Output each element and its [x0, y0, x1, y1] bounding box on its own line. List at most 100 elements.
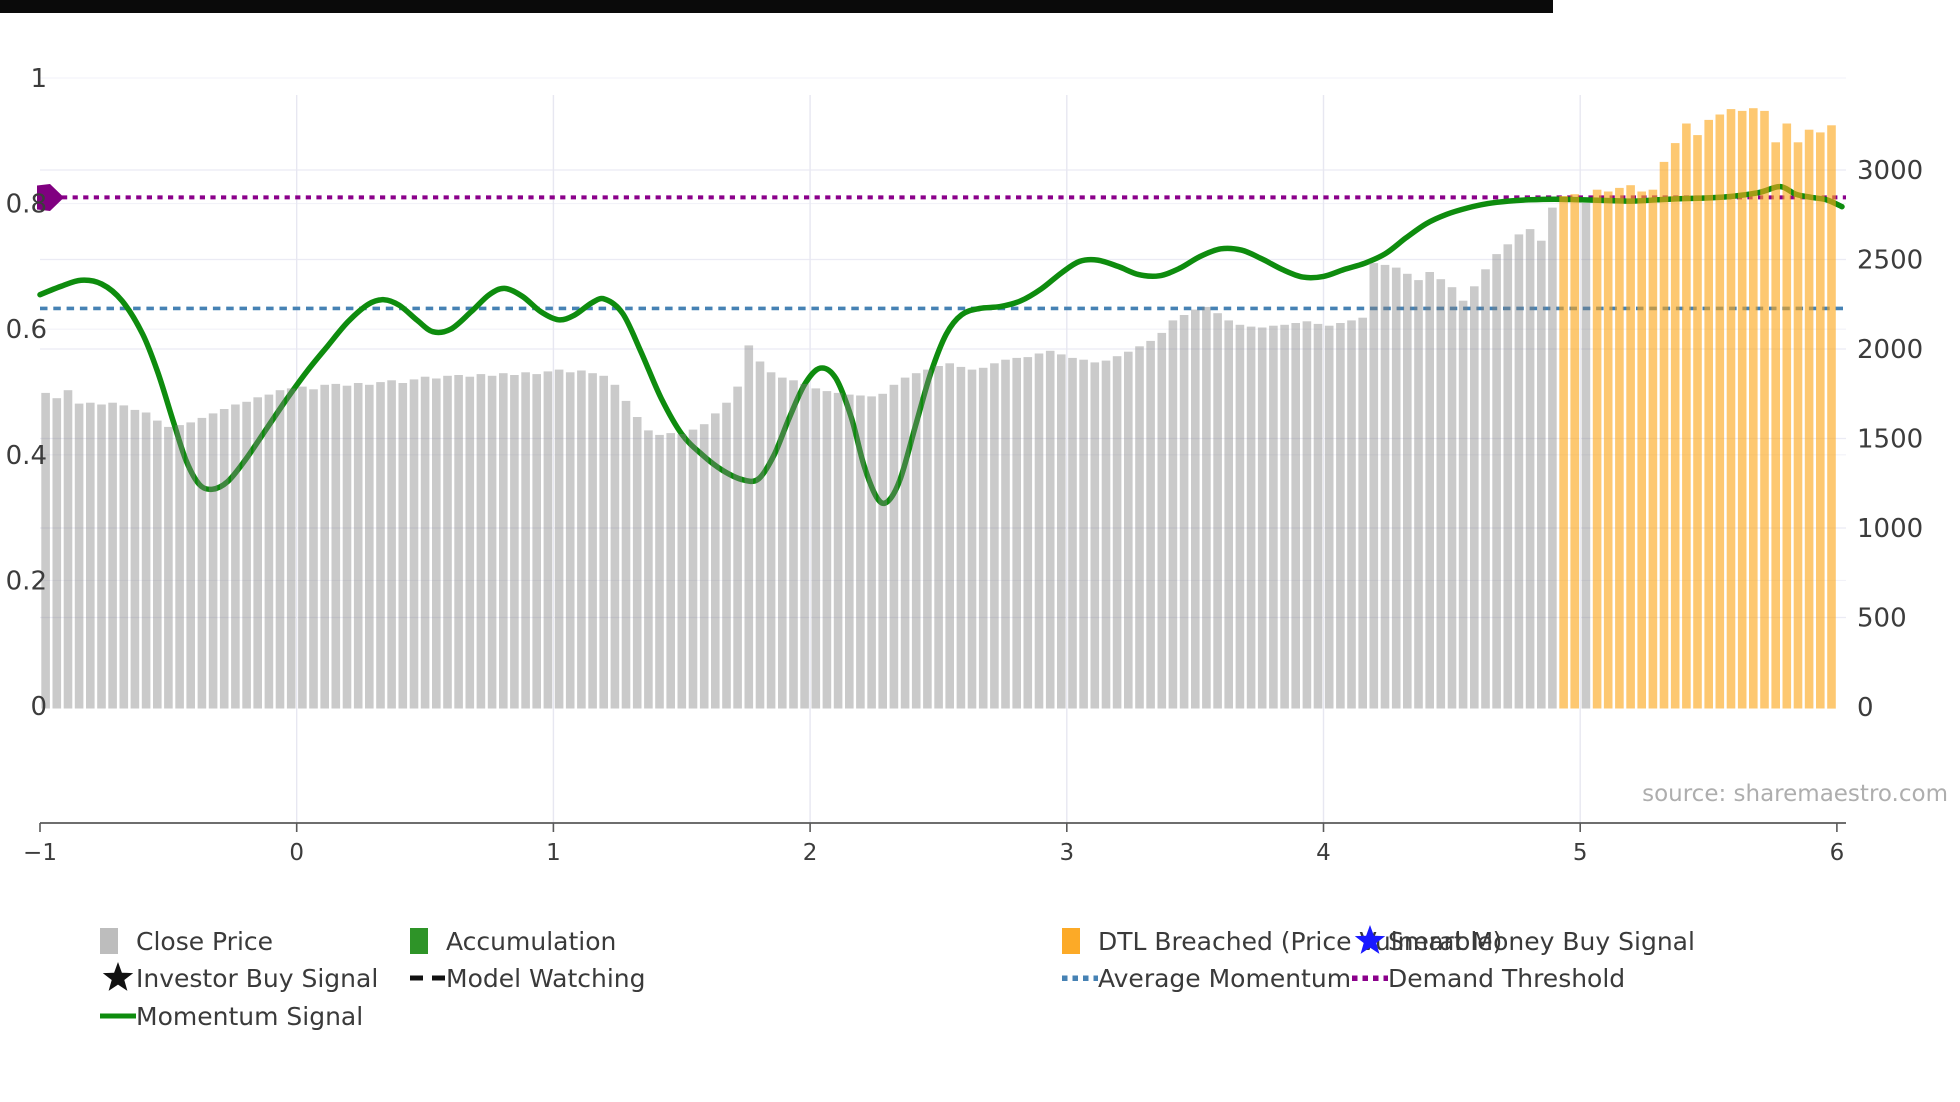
dtl-breached-swatch-icon: [1062, 928, 1098, 954]
close-price-bar: [97, 404, 106, 709]
legend-label: Momentum Signal: [136, 1001, 364, 1031]
legend-label: Investor Buy Signal: [136, 963, 379, 993]
dtl-breached-bar: [1603, 191, 1613, 709]
close-price-bar: [510, 375, 519, 709]
close-price-bar: [1548, 207, 1557, 709]
close-price-bar: [253, 397, 262, 709]
x-axis-tick-label: 2: [803, 840, 818, 866]
dtl-breached-bar: [1659, 161, 1669, 709]
close-price-bar: [1168, 320, 1178, 709]
dtl-breached-bar: [1771, 142, 1780, 709]
close-price-bar: [1380, 264, 1390, 709]
close-price-bar: [197, 417, 207, 709]
left-axis-tick-label: 0.8: [6, 190, 47, 220]
legend-label: Smart Money Buy Signal: [1388, 926, 1695, 956]
close-price-bar: [845, 394, 854, 709]
close-price-bar: [487, 375, 497, 709]
close-price-bar: [465, 376, 475, 709]
close-price-bar: [74, 403, 84, 709]
close-price-bar: [543, 371, 553, 709]
dtl-breached-bar: [1670, 143, 1680, 709]
close-price-bar: [722, 402, 731, 709]
close-price-bar: [666, 433, 675, 709]
close-price-bar: [833, 392, 843, 709]
close-price-bar: [409, 379, 419, 709]
close-price-bar: [1302, 321, 1312, 709]
close-price-bar: [565, 372, 575, 709]
close-price-bar: [331, 383, 341, 709]
right-axis-tick-label: 1000: [1857, 514, 1923, 544]
close-price-bar: [990, 363, 999, 709]
close-price-bar: [1269, 325, 1278, 709]
x-axis-tick-label: 1: [546, 840, 561, 866]
dtl-breached-bar: [1626, 185, 1635, 709]
legend-item-dtl-breached: DTL Breached (Price Vulnerable): [1062, 924, 1502, 958]
legend-item-smart-money-buy-signal: Smart Money Buy Signal: [1352, 924, 1695, 958]
close-price-bar: [1012, 357, 1021, 709]
close-price-bar: [1291, 323, 1300, 709]
close-price-bar: [554, 369, 564, 709]
close-price-bar: [1079, 359, 1088, 709]
left-axis-tick-label: 0.2: [6, 566, 47, 596]
close-price-bar: [1157, 332, 1167, 709]
close-price-bar: [242, 401, 251, 709]
legend-label: Accumulation: [446, 926, 617, 956]
close-price-bar: [1034, 353, 1044, 709]
dtl-breached-bar: [1793, 142, 1803, 709]
x-axis-tick-label: 3: [1059, 840, 1074, 866]
close-price-swatch-icon: [100, 928, 136, 954]
legend-label: DTL Breached (Price Vulnerable): [1098, 926, 1503, 956]
close-price-bar: [1246, 326, 1256, 709]
close-price-bar: [1470, 286, 1479, 709]
close-price-bar: [398, 383, 408, 709]
legend-item-momentum-signal: Momentum Signal: [100, 999, 363, 1033]
close-price-bar: [353, 383, 363, 709]
close-price-bar: [208, 413, 218, 709]
legend-item-close-price: Close Price: [100, 924, 273, 958]
left-axis-tick-label: 0: [30, 692, 47, 722]
close-price-bar: [599, 375, 608, 709]
close-price-bar: [878, 393, 887, 709]
close-price-bar: [967, 369, 977, 709]
close-price-bar: [164, 426, 173, 709]
close-price-bar: [454, 375, 463, 709]
close-price-bar: [1492, 254, 1501, 709]
close-price-bar: [699, 424, 709, 709]
close-price-bar: [1369, 263, 1379, 709]
green-line-icon: [100, 1012, 136, 1020]
left-axis-tick-label: 0.6: [6, 315, 47, 345]
legend-item-average-momentum: Average Momentum: [1062, 961, 1351, 995]
close-price-bar: [1425, 272, 1434, 709]
close-price-bar: [900, 377, 910, 709]
x-axis-tick-label: −1: [23, 840, 57, 866]
close-price-bar: [63, 390, 73, 709]
close-price-bar: [856, 395, 865, 709]
close-price-bar: [778, 377, 787, 709]
close-price-bar: [376, 382, 385, 709]
close-price-bar: [532, 374, 541, 709]
close-price-bar: [632, 417, 642, 709]
legend-item-accumulation: Accumulation: [410, 924, 616, 958]
x-axis-tick-label: 6: [1830, 840, 1845, 866]
purple-dotted-line-icon: [1352, 974, 1388, 982]
close-price-bar: [141, 412, 151, 709]
blue-star-icon: [1352, 924, 1388, 958]
close-price-bar: [577, 370, 586, 709]
close-price-bar: [733, 386, 742, 709]
close-price-bar: [1224, 320, 1233, 709]
close-price-bar: [822, 391, 832, 709]
close-price-bar: [1202, 306, 1211, 709]
close-price-bar: [219, 409, 229, 709]
close-price-bar: [119, 405, 129, 709]
close-price-bar: [1280, 324, 1289, 709]
dtl-breached-bar: [1704, 119, 1713, 709]
close-price-bar: [309, 389, 318, 709]
dtl-breached-bar: [1726, 109, 1736, 709]
close-price-bar: [956, 366, 966, 709]
close-price-bar: [264, 394, 274, 709]
close-price-bar: [432, 378, 441, 709]
black-star-icon: [100, 961, 136, 995]
close-price-bar: [420, 376, 430, 709]
close-price-bar: [1403, 273, 1412, 709]
close-price-bar: [1414, 280, 1423, 709]
